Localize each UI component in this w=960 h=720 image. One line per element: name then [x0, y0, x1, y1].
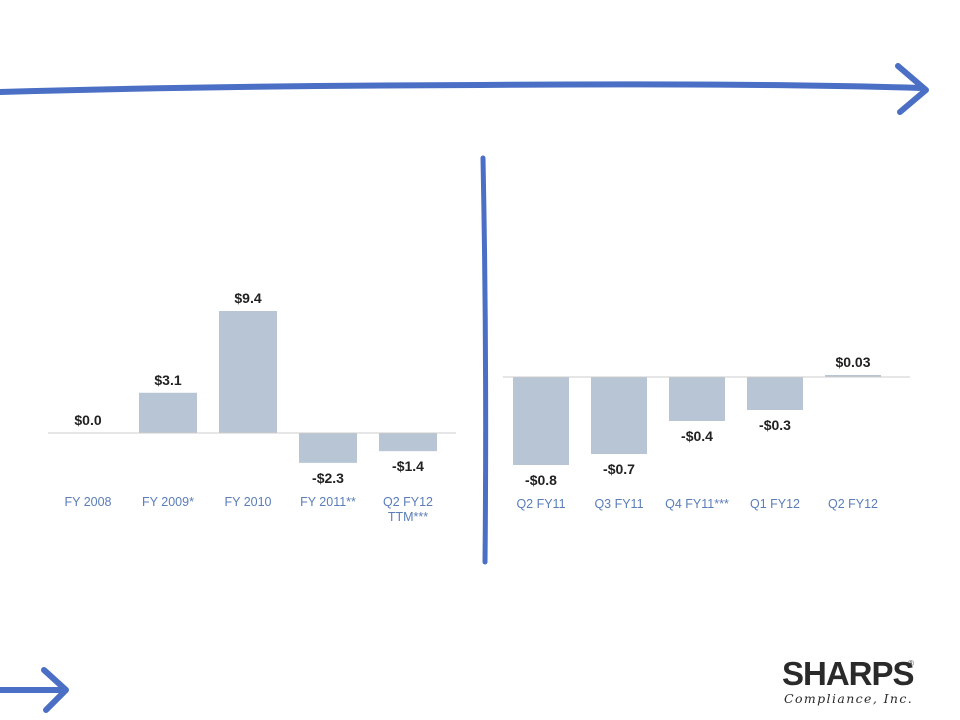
- category-label: FY 2011**: [300, 495, 356, 509]
- bar: [669, 377, 725, 421]
- bar: [219, 311, 277, 433]
- category-label: Q2 FY12: [828, 497, 878, 511]
- bar: [825, 375, 881, 377]
- top-arrow-head: [895, 63, 929, 115]
- category-label: Q1 FY12: [750, 497, 800, 511]
- bar: [139, 392, 197, 433]
- bar: [747, 377, 803, 410]
- category-label: Q4 FY11***: [665, 497, 729, 511]
- bar: [591, 377, 647, 454]
- logo-registered-mark: ®: [908, 659, 914, 668]
- data-label: -$0.7: [603, 461, 635, 477]
- category-label: FY 2009*: [142, 495, 194, 509]
- data-label: $9.4: [234, 290, 261, 306]
- bar: [299, 433, 357, 463]
- data-label: $3.1: [154, 372, 181, 388]
- top-arrow-line: [0, 81, 925, 95]
- chart-right: -$0.8 Q2 FY11 -$0.7 Q3 FY11 -$0.4 Q4 FY11*** -…: [503, 354, 910, 511]
- category-label: FY 2010: [224, 495, 271, 509]
- data-label: -$1.4: [392, 458, 424, 474]
- data-label: -$0.3: [759, 417, 791, 433]
- category-label: Q3 FY11: [594, 497, 643, 511]
- data-label: $0.03: [835, 354, 870, 370]
- category-label: Q2 FY12 TTM***: [383, 495, 433, 524]
- chart-left: $0.0 FY 2008 $3.1 FY 2009* $9.4 FY 2010 -$2.3 F…: [48, 290, 456, 524]
- bottom-arrow-head: [41, 667, 69, 713]
- sharps-logo: SHARPS ® Compliance, Inc.: [782, 655, 922, 715]
- data-label: -$2.3: [312, 470, 344, 486]
- logo-wordmark: SHARPS: [782, 655, 915, 692]
- data-label: -$0.8: [525, 472, 557, 488]
- vertical-divider: [480, 155, 489, 565]
- category-label: Q2 FY11: [516, 497, 565, 511]
- data-label: -$0.4: [681, 428, 713, 444]
- logo-tagline: Compliance, Inc.: [784, 691, 914, 706]
- category-label: FY 2008: [64, 495, 111, 509]
- bar: [513, 377, 569, 465]
- bar: [379, 433, 437, 452]
- data-label: $0.0: [74, 412, 101, 428]
